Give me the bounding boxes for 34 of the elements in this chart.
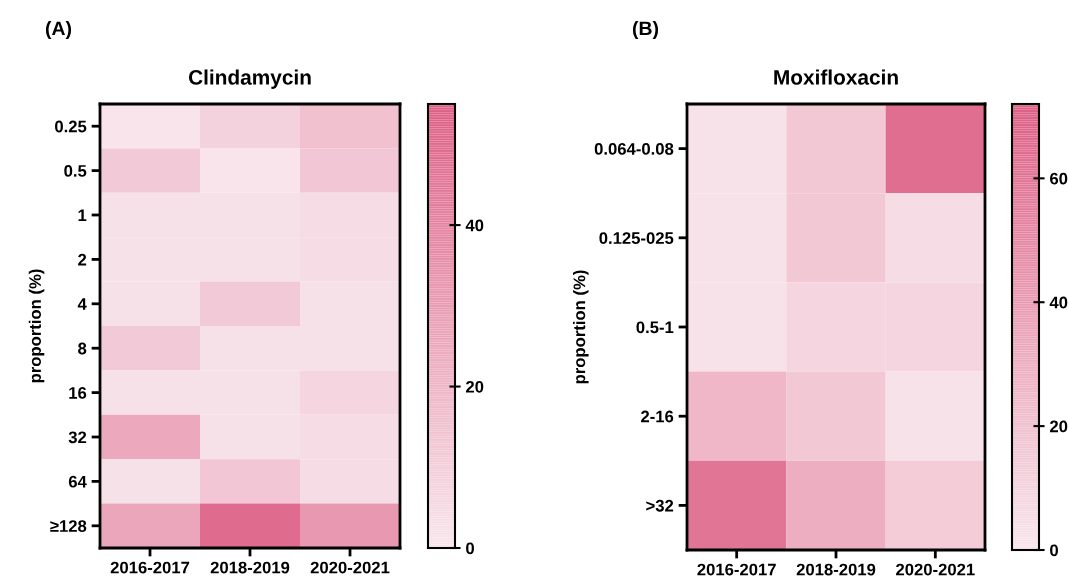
y-tick-label: 0.064-0.08: [594, 143, 674, 155]
text: (B): [632, 20, 659, 40]
chart-title: Clindamycin: [188, 69, 311, 89]
x-tick-label: 2018-2019: [210, 561, 290, 574]
y-tick-label: 8: [78, 342, 87, 355]
color-bar-label: 40: [465, 219, 484, 232]
y-tick-label: 2: [78, 253, 87, 266]
color-bar-label: 0: [466, 542, 474, 555]
x-tick-label: 2016-2017: [110, 561, 190, 574]
y-axis-title: proportion (%): [28, 269, 45, 383]
y-tick-label: 16: [69, 387, 87, 399]
x-tick-label: 2018-2019: [796, 563, 876, 576]
x-tick-label: 2020-2021: [896, 563, 975, 576]
x-tick-label: 2020-2021: [310, 561, 390, 574]
color-bar-label: 0: [1050, 544, 1058, 557]
y-tick-label: 0.25: [55, 120, 87, 133]
y-tick-label: 1: [78, 209, 87, 222]
color-bar-label: 40: [1049, 296, 1068, 309]
text: (A): [45, 20, 72, 40]
color-bar-label: 20: [465, 380, 484, 393]
x-tick-label: 2016-2017: [697, 563, 776, 576]
y-tick-label: 0.125-025: [599, 232, 674, 244]
chart-title: Moxifloxacin: [774, 69, 898, 85]
y-tick-label: 0.5: [64, 165, 87, 177]
y-tick-label: 2-16: [641, 410, 674, 423]
color-bar-label: 60: [1050, 172, 1068, 185]
y-tick-label: ≥128: [50, 520, 87, 532]
y-tick-label: >32: [646, 499, 674, 512]
y-axis-title: proportion (%): [573, 270, 589, 384]
color-bar-label: 20: [1049, 420, 1068, 433]
y-tick-label: 0.5-1: [636, 321, 674, 334]
y-tick-label: 64: [68, 475, 87, 488]
y-tick-label: 4: [77, 298, 87, 310]
y-tick-label: 32: [68, 431, 87, 444]
